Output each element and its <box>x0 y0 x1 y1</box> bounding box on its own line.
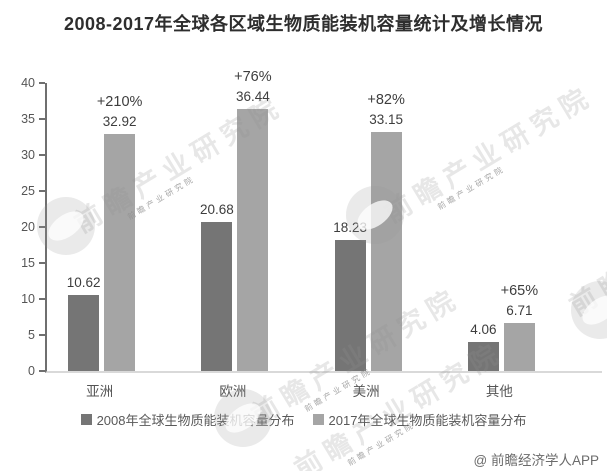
bar-value-label: 20.68 <box>199 202 234 218</box>
growth-label: +82% <box>367 92 405 109</box>
bar-s1-美洲: 33.15 +82% <box>367 92 405 371</box>
bars-layer: 10.62 32.92 +210% 20.68 36.44 +76% 18.23 33.15 +… <box>35 69 568 371</box>
y-axis: 0 5 10 15 20 25 30 35 40 <box>21 76 602 378</box>
bar-group: 10.62 32.92 +210% <box>35 83 168 371</box>
y-tick-label: 10 <box>21 292 35 306</box>
legend-item: 2017年全球生物质能装机容量分布 <box>312 410 527 429</box>
bar-s0-亚洲: 10.62 <box>67 275 101 371</box>
y-tick-label: 35 <box>21 112 35 126</box>
legend: 2008年全球生物质能装机容量分布 2017年全球生物质能装机容量分布 <box>0 410 607 429</box>
growth-label: +210% <box>96 94 143 110</box>
y-tick-mark <box>39 226 45 228</box>
legend-label: 2017年全球生物质能装机容量分布 <box>328 413 527 428</box>
y-tick-mark <box>39 298 45 300</box>
category-row: 亚洲 欧洲 美洲 其他 <box>33 380 566 400</box>
chart-title: 2008-2017年全球各区域生物质能装机容量统计及增长情况 <box>63 14 544 34</box>
bar-value-label: 18.23 <box>333 219 368 235</box>
legend-marker <box>80 414 92 425</box>
category-label: 其他 <box>485 384 513 399</box>
y-tick-label: 25 <box>21 184 35 198</box>
legend-label: 2008年全球生物质能装机容量分布 <box>96 413 295 428</box>
bar-value-label: 6.71 <box>506 302 533 318</box>
legend-marker <box>312 414 324 425</box>
y-tick-mark <box>39 154 45 156</box>
y-tick-mark <box>39 190 45 192</box>
y-tick-label: 30 <box>21 148 35 162</box>
y-tick-mark <box>39 334 45 336</box>
y-tick-mark <box>39 262 45 264</box>
bar-value-label: 32.92 <box>102 114 137 129</box>
bar-value-label: 4.06 <box>470 321 497 337</box>
y-tick-mark <box>39 370 45 372</box>
bar-group: 4.06 6.71 +65% <box>435 83 568 371</box>
bar-group: 20.68 36.44 +76% <box>168 69 301 371</box>
y-tick-mark <box>39 118 45 120</box>
bar-s0-欧洲: 20.68 <box>200 202 234 371</box>
category-label: 欧洲 <box>219 384 247 399</box>
attribution: @ 前瞻经济学人APP <box>473 453 599 468</box>
bar-s1-亚洲: 32.92 +210% <box>97 94 142 371</box>
y-tick-mark <box>39 82 45 84</box>
y-tick-label: 40 <box>21 76 35 90</box>
plot-area: 0 5 10 15 20 25 30 35 40 10.62 32.92 +210% 20.68 36.… <box>21 69 602 378</box>
bar-group: 18.23 33.15 +82% <box>302 83 435 371</box>
category-label: 亚洲 <box>86 384 114 399</box>
bar-s1-其他: 6.71 +65% <box>501 283 538 371</box>
bar-value-label: 10.62 <box>66 274 101 290</box>
category-label: 美洲 <box>352 384 380 399</box>
bar-value-label: 36.44 <box>235 88 270 104</box>
growth-label: +65% <box>500 282 539 299</box>
y-tick-label: 20 <box>21 220 35 234</box>
bar-s0-其他: 4.06 <box>467 322 499 371</box>
bar-s0-美洲: 18.23 <box>333 220 367 371</box>
growth-label: +76% <box>234 68 272 85</box>
legend-item: 2008年全球生物质能装机容量分布 <box>80 410 295 429</box>
bar-s1-欧洲: 36.44 +76% <box>234 69 272 371</box>
bar-value-label: 33.15 <box>369 112 404 128</box>
y-tick-label: 5 <box>28 328 35 342</box>
y-tick-label: 0 <box>28 364 35 378</box>
y-tick-label: 15 <box>21 256 35 270</box>
